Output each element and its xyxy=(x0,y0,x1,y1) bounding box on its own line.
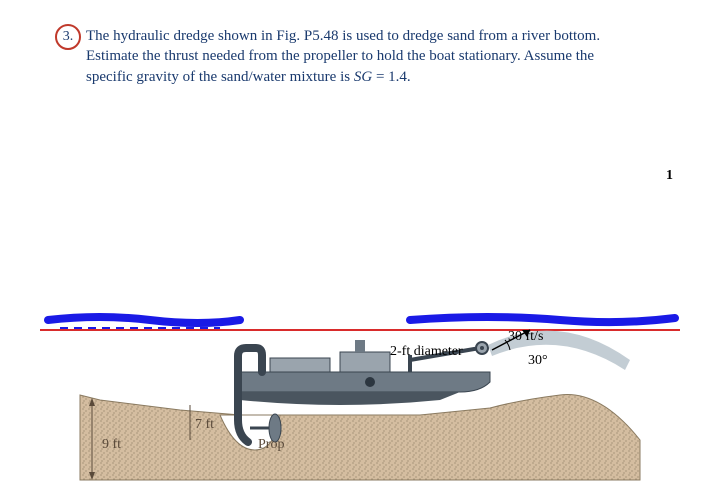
annotation-right-scribble xyxy=(410,317,675,322)
problem-statement: The hydraulic dredge shown in Fig. P5.48… xyxy=(86,26,681,87)
problem-line2: Estimate the thrust needed from the prop… xyxy=(86,48,594,64)
depth-boat-label: 7 ft xyxy=(195,417,214,432)
depth-left-label: 9 ft xyxy=(102,437,121,452)
riverbed xyxy=(80,395,640,480)
angle-label: 30° xyxy=(528,353,548,368)
velocity-label: 30 ft/s xyxy=(508,329,543,344)
problem-number: 3. xyxy=(63,29,74,44)
problem-line1: The hydraulic dredge shown in Fig. P5.48… xyxy=(86,28,600,44)
problem-line3-prefix: specific gravity of the sand/water mixtu… xyxy=(86,69,354,85)
problem-number-circle: 3. xyxy=(55,24,81,50)
sg-value: = 1.4. xyxy=(372,69,410,85)
dredge-figure: 9 ft 7 ft Prop 2-ft diameter 30 ft/s 30 xyxy=(40,300,680,490)
page-number: 1 xyxy=(666,168,673,184)
sg-variable: SG xyxy=(354,69,372,85)
prop-label: Prop xyxy=(258,437,284,452)
diameter-label: 2-ft diameter xyxy=(390,344,463,359)
annotation-left-scribble xyxy=(48,317,240,323)
